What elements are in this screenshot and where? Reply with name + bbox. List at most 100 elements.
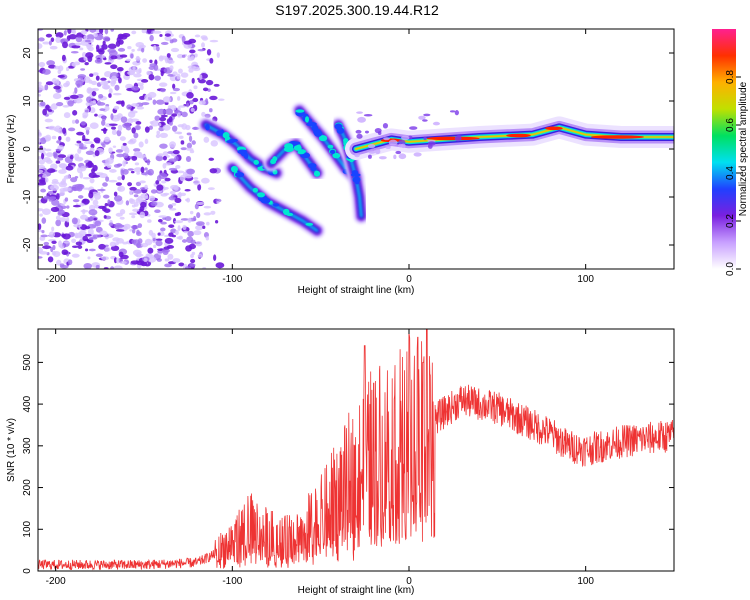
noise-blob [44, 118, 54, 123]
noise-blob [141, 79, 149, 83]
noise-blob [71, 45, 81, 49]
noise-blob [178, 135, 184, 140]
stray-blob [422, 119, 428, 122]
noise-blob [180, 218, 189, 221]
track-clump [243, 152, 249, 159]
noise-blob [184, 188, 191, 192]
noise-blob [52, 244, 56, 251]
noise-blob [88, 191, 94, 199]
noise-blob [70, 50, 79, 54]
spectrogram-xlabel: Height of straight line (km) [298, 285, 415, 296]
noise-blob [102, 182, 108, 187]
noise-blob [87, 256, 91, 260]
noise-blob [101, 43, 108, 50]
noise-blob [169, 65, 174, 71]
noise-blob [47, 111, 53, 115]
noise-blob [159, 143, 168, 149]
noise-blob [82, 176, 91, 180]
noise-blob [181, 54, 186, 58]
noise-blob [154, 209, 161, 214]
band-hotspot [590, 135, 644, 139]
noise-blob [153, 244, 157, 249]
chart-title: S197.2025.300.19.44.R12 [275, 2, 439, 18]
stray-blob [377, 131, 382, 136]
noise-blob [89, 73, 94, 77]
noise-blob [65, 174, 71, 179]
noise-blob [193, 215, 197, 222]
noise-blob [118, 251, 124, 258]
colorbar-tick-label: 0.8 [725, 70, 736, 84]
noise-blob [43, 195, 51, 200]
noise-blob [85, 233, 92, 237]
noise-blob [104, 62, 112, 65]
noise-blob [56, 193, 60, 200]
noise-blob [187, 217, 192, 223]
noise-blob [213, 83, 220, 87]
stray-blob [367, 143, 376, 149]
noise-blob [144, 184, 148, 190]
noise-blob [103, 85, 110, 90]
noise-blob [76, 140, 82, 144]
noise-blob [85, 150, 95, 155]
noise-blob [72, 199, 80, 203]
track-clump [332, 152, 341, 159]
noise-blob [144, 126, 150, 133]
track-clump [253, 159, 260, 165]
noise-blob [63, 112, 71, 119]
noise-blob [155, 155, 164, 162]
noise-blob [83, 263, 93, 269]
noise-blob [50, 246, 54, 253]
noise-blob [113, 265, 123, 269]
noise-blob [112, 92, 122, 96]
noise-blob [136, 69, 142, 74]
noise-blob [38, 137, 41, 145]
noise-blob [154, 115, 161, 121]
noise-blob [156, 130, 161, 135]
noise-blob [157, 153, 164, 157]
noise-blob [189, 263, 196, 267]
noise-blob [214, 219, 219, 224]
noise-blob [133, 202, 139, 207]
noise-blob [82, 198, 87, 203]
snr-frame [37, 328, 675, 572]
noise-blob [74, 97, 83, 104]
noise-blob [59, 263, 65, 267]
noise-blob [92, 164, 98, 172]
noise-blob [74, 175, 79, 179]
noise-blob [126, 104, 132, 110]
noise-blob [112, 114, 121, 119]
track-clump [334, 123, 343, 130]
noise-blob [51, 135, 57, 140]
noise-blob [119, 216, 125, 220]
noise-blob [131, 48, 135, 52]
noise-blob [71, 119, 76, 124]
noise-blob [164, 216, 172, 222]
noise-blob [113, 105, 120, 110]
spectrogram-ytick-label: -10 [22, 189, 33, 204]
snr-axes: -200 -100 0 100 0 100 200 300 400 500 [22, 329, 674, 587]
track-clump [292, 141, 301, 145]
noise-blob [95, 75, 100, 81]
noise-blob [178, 105, 186, 108]
noise-blob [71, 30, 77, 35]
track-clump [283, 208, 290, 216]
noise-blob [174, 131, 183, 135]
noise-blob [162, 155, 167, 161]
noise-blob [186, 102, 190, 108]
noise-blob [95, 44, 100, 52]
noise-blob [94, 113, 98, 117]
noise-blob [91, 80, 97, 86]
noise-blob [178, 191, 182, 199]
noise-blob [40, 234, 49, 238]
noise-blob [161, 180, 167, 184]
noise-blob [119, 54, 128, 58]
noise-blob [103, 57, 107, 61]
track-clump [293, 145, 302, 151]
noise-blob [79, 142, 84, 150]
noise-blob [195, 225, 204, 231]
noise-blob [167, 59, 175, 64]
noise-blob [38, 159, 45, 165]
noise-blob [153, 44, 157, 51]
noise-blob [98, 94, 104, 99]
noise-blob [45, 81, 54, 86]
